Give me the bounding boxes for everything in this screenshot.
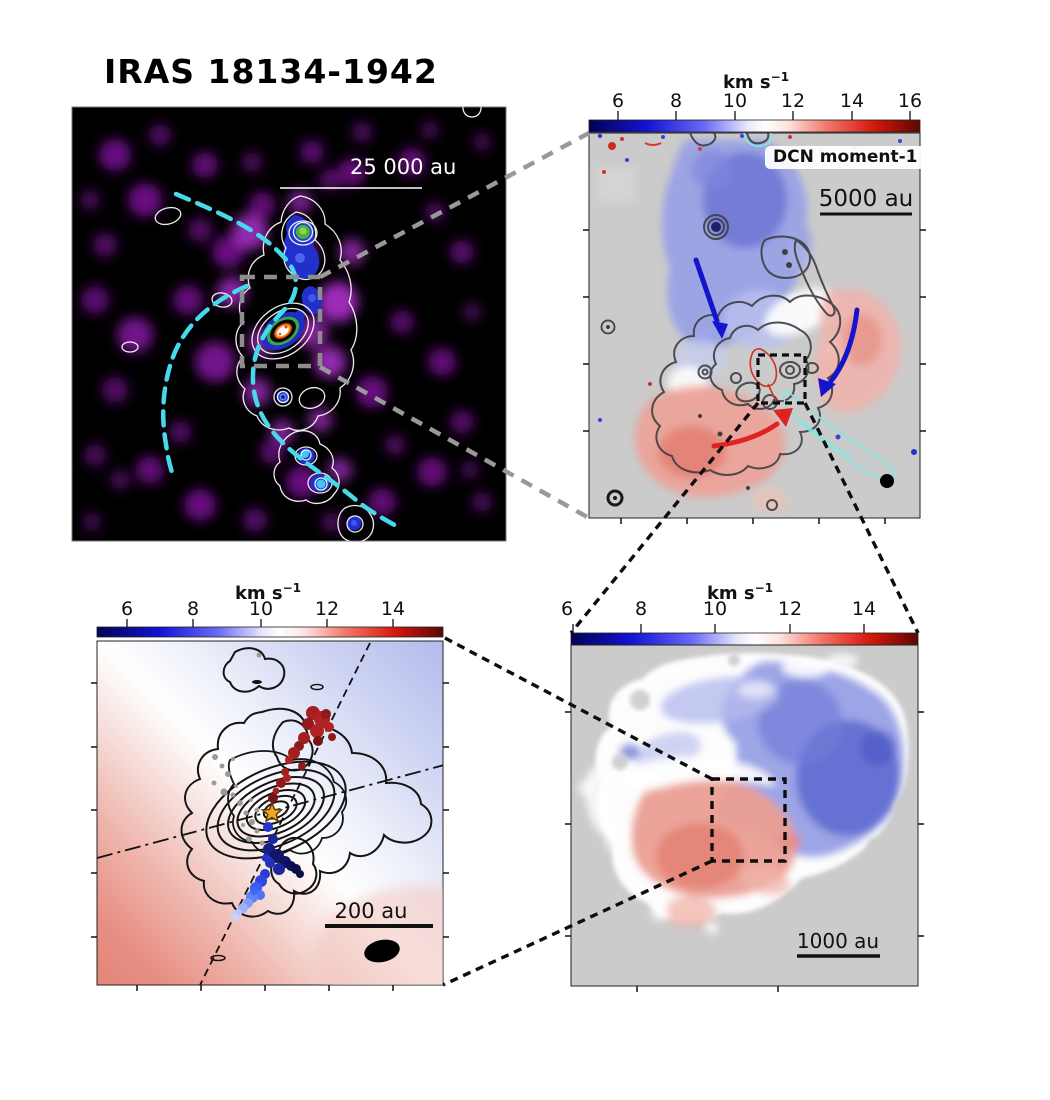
colorbar-disk xyxy=(96,626,444,638)
panel-continuum-map xyxy=(71,106,507,542)
panel-dcn-map xyxy=(583,111,926,524)
unit-text: km s xyxy=(234,583,283,604)
panel-disk-map xyxy=(91,619,449,991)
colorbar-unit-disk: km s−1 xyxy=(235,581,301,604)
zoom-tick-10: 10 xyxy=(702,598,728,620)
dcn-contour-dots xyxy=(606,249,792,490)
colorbar-zoom-ticks xyxy=(572,624,865,633)
unit-text: km s xyxy=(722,72,771,93)
beam-ellipse-disk xyxy=(364,939,400,963)
colorbar-dcn-ticks xyxy=(617,111,911,120)
zoom-tick-12: 12 xyxy=(777,598,803,620)
dcn-moment1-badge: DCN moment-1 xyxy=(765,146,926,169)
dcn-cyan-contour xyxy=(743,133,895,479)
disk-tick-10: 10 xyxy=(248,598,274,620)
jet-axis-line xyxy=(199,642,371,985)
colorbar-dcn xyxy=(588,119,921,133)
zoom-box-zoom-panel xyxy=(710,777,787,863)
dcn-axis-ticks xyxy=(583,229,926,524)
streamer-arc-east xyxy=(173,191,401,530)
grey-dot-chain xyxy=(211,652,265,846)
redshifted-dot-chain xyxy=(268,706,336,803)
scale-bar-label-zoom: 1000 au xyxy=(796,929,880,953)
dcn-tick-8: 8 xyxy=(669,90,683,112)
colorbar-unit-zoom: km s−1 xyxy=(707,581,773,604)
unit-exponent: −1 xyxy=(770,70,790,84)
unit-exponent: −1 xyxy=(754,581,774,595)
disk-tick-12: 12 xyxy=(314,598,340,620)
colorbar-disk-ticks xyxy=(126,619,394,627)
beam-marker-filled xyxy=(880,474,894,488)
zoom-axis-ticks xyxy=(565,711,924,992)
disk-tick-6: 6 xyxy=(120,598,134,620)
dcn-tick-6: 6 xyxy=(611,90,625,112)
figure-title: IRAS 18134-1942 xyxy=(104,52,438,91)
zoom-tick-14: 14 xyxy=(851,598,877,620)
dcn-tick-16: 16 xyxy=(897,90,923,112)
unit-text: km s xyxy=(706,583,755,604)
dcn-tick-10: 10 xyxy=(722,90,748,112)
beam-marker-open xyxy=(606,489,624,507)
dcn-tick-12: 12 xyxy=(780,90,806,112)
scale-bar-label-dcn: 5000 au xyxy=(818,186,914,212)
infall-arrow-east xyxy=(818,307,860,397)
scale-bar-label-disk: 200 au xyxy=(334,899,408,923)
disk-tick-14: 14 xyxy=(380,598,406,620)
dcn-tick-14: 14 xyxy=(839,90,865,112)
colorbar-zoom xyxy=(570,632,919,646)
disk-axis-ticks xyxy=(91,682,449,991)
connector-continuum-to-dcn xyxy=(318,131,591,520)
zoom-box-continuum xyxy=(239,274,323,369)
continuum-central-source xyxy=(261,311,305,351)
streamer-arc-west xyxy=(160,283,250,481)
infall-arrow-north xyxy=(693,257,728,339)
disk-small-mark xyxy=(252,680,262,684)
zoom-tick-8: 8 xyxy=(634,598,648,620)
unit-exponent: −1 xyxy=(282,581,302,595)
disk-red-corner-tint xyxy=(315,885,443,985)
dcn-compact-source xyxy=(711,222,721,232)
zoom-tick-6: 6 xyxy=(560,598,574,620)
connector-zoom-to-disk xyxy=(442,635,713,987)
blueshifted-dot-chain xyxy=(231,822,304,921)
scale-bar-label-continuum: 25 000 au xyxy=(350,155,457,179)
colorbar-unit-dcn: km s−1 xyxy=(723,70,789,93)
connector-dcn-to-zoom xyxy=(569,401,920,635)
rotation-arrow-red xyxy=(711,408,793,449)
protostar-star-icon xyxy=(260,801,284,823)
panel-zoom-map xyxy=(565,624,924,992)
disk-tick-8: 8 xyxy=(186,598,200,620)
